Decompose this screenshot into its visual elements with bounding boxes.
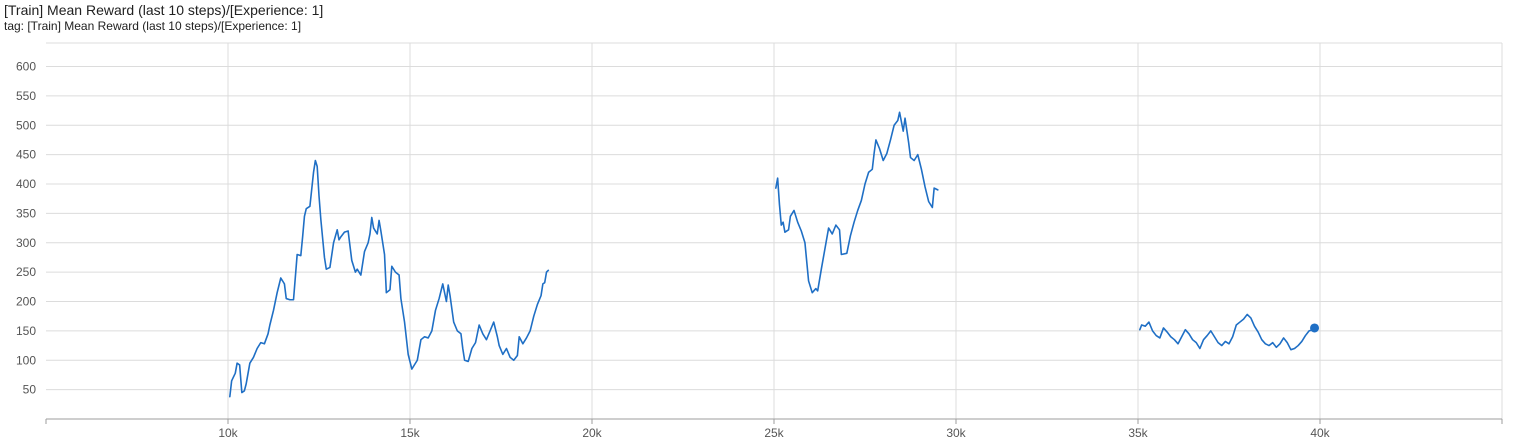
y-tick-label: 50 — [23, 383, 37, 397]
x-tick-label: 25k — [764, 426, 784, 440]
x-tick-label: 30k — [946, 426, 966, 440]
y-tick-label: 450 — [16, 148, 36, 162]
y-tick-label: 150 — [16, 324, 36, 338]
x-tick-label: 20k — [582, 426, 602, 440]
series — [229, 111, 1316, 398]
x-tick-label: 35k — [1128, 426, 1148, 440]
axes: 50 100 150 200 250 300 350 400 450 500 550 600 10k 15… — [16, 60, 1503, 440]
series-line-segment — [1139, 313, 1316, 351]
x-tick-label: 15k — [400, 426, 420, 440]
last-point-marker[interactable] — [1310, 323, 1320, 333]
chart-title: [Train] Mean Reward (last 10 steps)/[Exp… — [4, 2, 324, 18]
chart-subtitle: tag: [Train] Mean Reward (last 10 steps)… — [4, 19, 302, 33]
y-tick-label: 100 — [16, 353, 36, 367]
x-tick-label: 10k — [218, 426, 238, 440]
markers — [1310, 323, 1320, 333]
y-tick-label: 600 — [16, 60, 36, 74]
y-tick-label: 300 — [16, 236, 36, 250]
x-tick-label: 40k — [1310, 426, 1330, 440]
series-line-segment — [229, 159, 550, 398]
y-tick-label: 350 — [16, 206, 36, 220]
y-tick-label: 500 — [16, 118, 36, 132]
y-tick-label: 250 — [16, 265, 36, 279]
series-line-segment — [775, 111, 939, 294]
y-tick-label: 200 — [16, 295, 36, 309]
y-tick-label: 550 — [16, 89, 36, 103]
y-tick-label: 400 — [16, 177, 36, 191]
grid — [46, 42, 1503, 419]
